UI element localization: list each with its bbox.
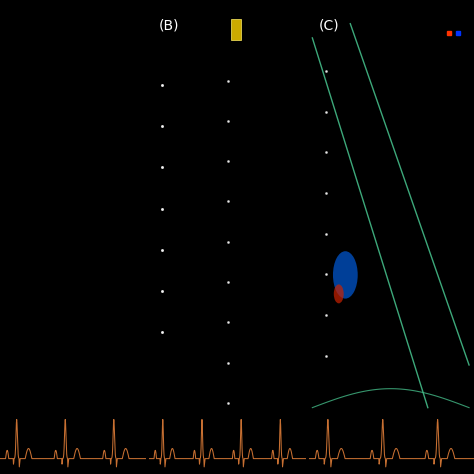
Bar [309, 410, 474, 474]
Bar [149, 410, 306, 474]
Text: (B): (B) [159, 19, 179, 33]
Bar [231, 19, 241, 40]
Ellipse shape [334, 284, 344, 303]
Text: (C): (C) [319, 19, 339, 33]
Bar [0, 410, 146, 474]
Ellipse shape [333, 251, 358, 299]
